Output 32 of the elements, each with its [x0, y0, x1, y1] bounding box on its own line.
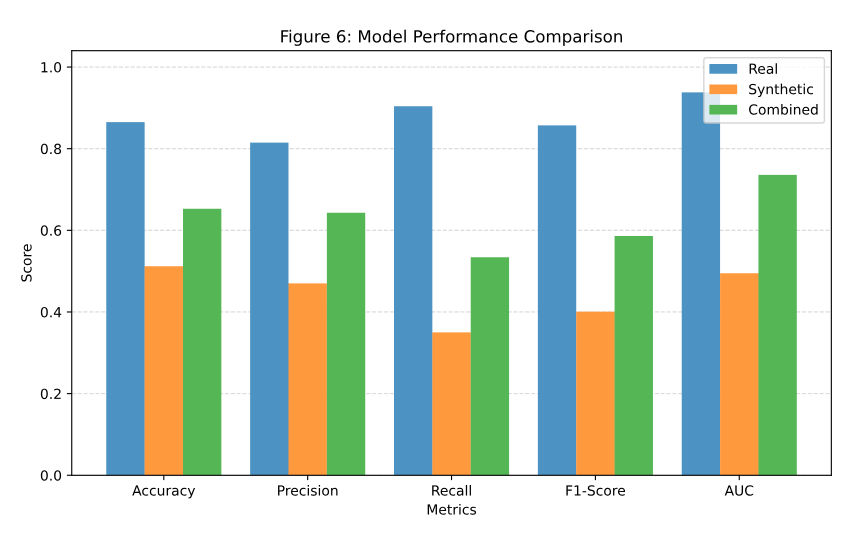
x-axis-title: Metrics	[428, 504, 476, 515]
legend-label: Combined	[749, 104, 818, 115]
bar	[288, 283, 327, 476]
bar	[614, 236, 653, 476]
y-tick-label: 1.0	[41, 62, 62, 73]
bar	[470, 257, 510, 476]
y-tick-label: 0.4	[40, 306, 62, 318]
y-tick-label: 0.0	[40, 470, 62, 481]
bar	[250, 142, 288, 476]
bar	[576, 312, 615, 476]
y-tick-label: 0.6	[40, 225, 62, 236]
bar	[394, 106, 432, 476]
bar	[432, 332, 471, 476]
x-tick-label: Recall	[432, 484, 471, 496]
legend-label: Synthetic	[749, 84, 813, 98]
y-tick-label: 0.8	[40, 144, 62, 154]
x-tick-label: Precision	[278, 484, 338, 496]
y-tick-label: 0.2	[40, 388, 61, 400]
bar	[758, 174, 797, 476]
bar	[182, 208, 222, 476]
bar	[326, 212, 366, 476]
bar	[106, 122, 145, 476]
bar	[682, 92, 720, 476]
bar	[144, 266, 183, 476]
legend-label: Real	[750, 63, 777, 74]
bar	[720, 273, 758, 476]
x-tick-label: Accuracy	[132, 485, 196, 498]
x-tick-label: F1-Score	[566, 485, 626, 496]
y-axis-title: Score	[21, 244, 32, 282]
chart-title: Figure 6: Model Performance Comparison	[281, 30, 622, 46]
x-tick-label: AUC	[724, 485, 754, 496]
bar	[538, 125, 576, 476]
